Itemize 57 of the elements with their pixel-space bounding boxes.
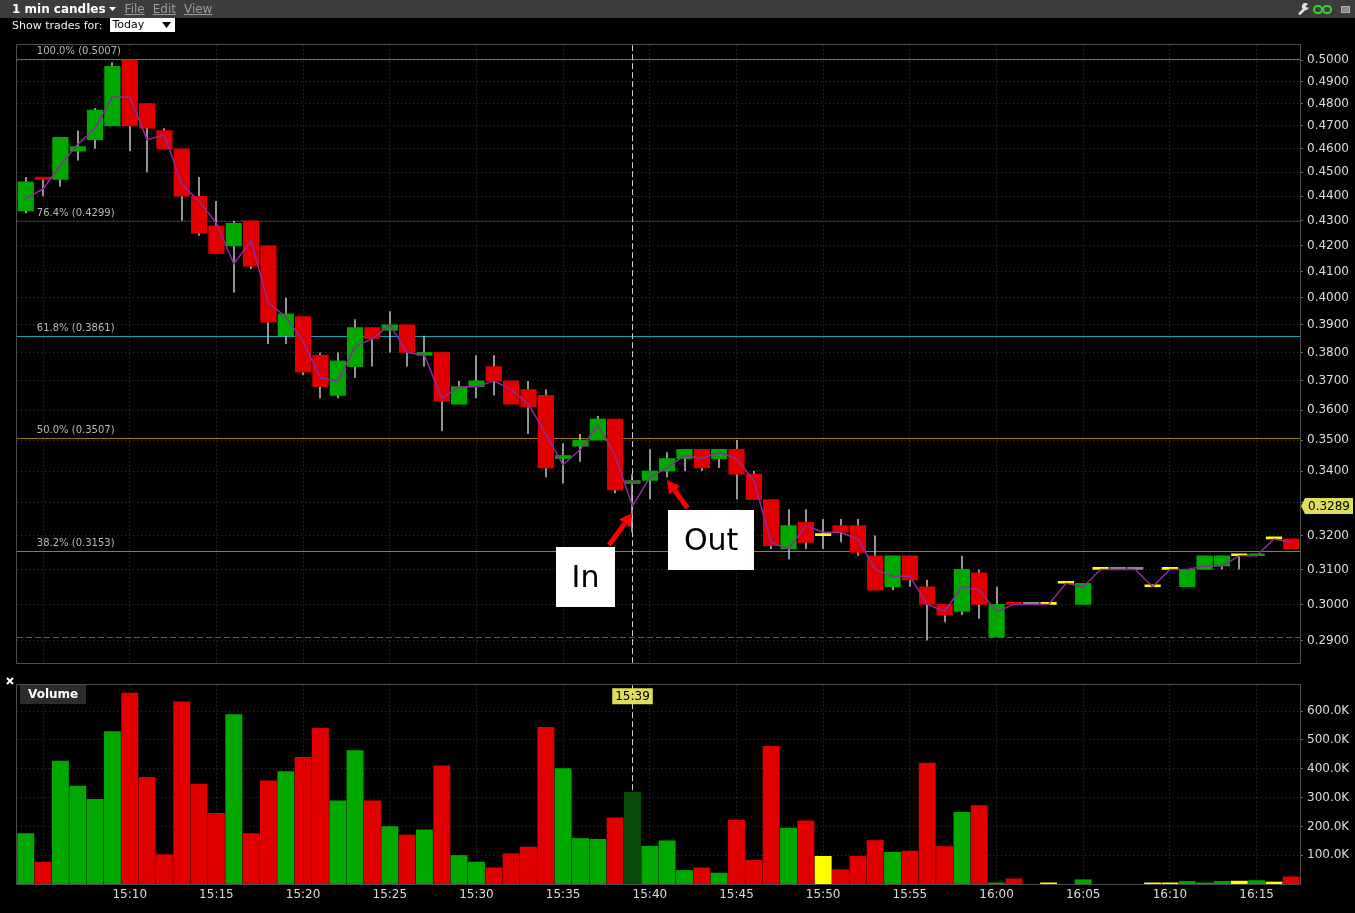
x-tick-label: 15:35 [545, 887, 581, 902]
y-tick-label: 0.2900 [1307, 632, 1349, 647]
y-tick-label: 0.4700 [1307, 118, 1349, 133]
y-tick-label: 0.4600 [1307, 141, 1349, 155]
y-tick-label: 400.0K [1307, 760, 1351, 775]
x-tick-label: 15:30 [459, 887, 494, 902]
dropdown: Today [110, 18, 176, 32]
x-tick-label: 15:15 [199, 887, 234, 902]
text: Edit [152, 2, 176, 16]
y-tick-label: 600.0K [1307, 703, 1351, 718]
x-tick-label: 16:00 [979, 887, 1014, 902]
callout: Out [667, 510, 755, 571]
text: 0.3289 [1308, 498, 1350, 513]
x-tick-label: 15:45 [719, 887, 754, 902]
x-tick-label: 16:15 [1239, 887, 1274, 902]
y-tick-label: 0.4500 [1307, 164, 1349, 179]
x-tick-label: 16:10 [1152, 887, 1188, 902]
y-tick-label: 0.3800 [1307, 344, 1349, 359]
y-tick-label: 100.0K [1307, 847, 1351, 862]
y-tick-label: 0.4000 [1307, 289, 1349, 304]
chart-title: 1 min candles [12, 2, 106, 16]
text: Show trades for: [12, 19, 103, 32]
y-tick-label: 0.3900 [1307, 316, 1349, 331]
ref-line-label: 100.0% (0.5007) [36, 45, 122, 57]
ref-line-label: 38.2% (0.3153) [36, 537, 115, 549]
y-tick-label: 0.3000 [1307, 596, 1349, 611]
y-tick-label: 0.5000 [1307, 52, 1349, 67]
y-tick-label: 0.4900 [1307, 73, 1349, 88]
y-tick-label: 0.4200 [1307, 237, 1349, 252]
y-tick-label: 0.4100 [1307, 263, 1349, 278]
x-tick-label: 15:40 [632, 887, 668, 902]
ref-line-label: 76.4% (0.4299) [36, 207, 115, 219]
x-tick-label: 15:55 [892, 887, 928, 902]
ref-line-label: 50.0% (0.3507) [36, 424, 115, 436]
y-tick-label: 200.0K [1307, 818, 1351, 833]
y-tick-label: 0.4300 [1307, 212, 1349, 227]
y-tick-label: 300.0K [1307, 789, 1351, 804]
x-tick-label: 15:50 [805, 887, 841, 902]
chart-title: Volume [20, 685, 87, 704]
text: View [183, 2, 213, 16]
x-tick-label: 15:25 [372, 887, 408, 902]
y-tick-label: 0.3100 [1307, 561, 1349, 576]
y-tick-label: 500.0K [1307, 732, 1351, 747]
y-tick-label: 0.3500 [1307, 432, 1349, 447]
x-tick-label: 15:20 [285, 887, 321, 902]
text: File [124, 2, 145, 16]
y-tick-label: 0.3200 [1307, 527, 1349, 542]
y-tick-label: 0.3600 [1307, 402, 1349, 417]
callout: In [555, 546, 616, 607]
annotation: 15:39 [615, 688, 650, 703]
y-tick-label: 0.4400 [1307, 188, 1349, 203]
ref-line-label: 61.8% (0.3861) [36, 322, 115, 334]
y-tick-label: 0.3400 [1307, 463, 1349, 478]
x-tick-label: 16:05 [1065, 887, 1101, 902]
x-tick-label: 15:10 [112, 887, 148, 902]
y-tick-label: 0.3700 [1307, 373, 1349, 388]
y-tick-label: 0.4800 [1307, 95, 1349, 110]
